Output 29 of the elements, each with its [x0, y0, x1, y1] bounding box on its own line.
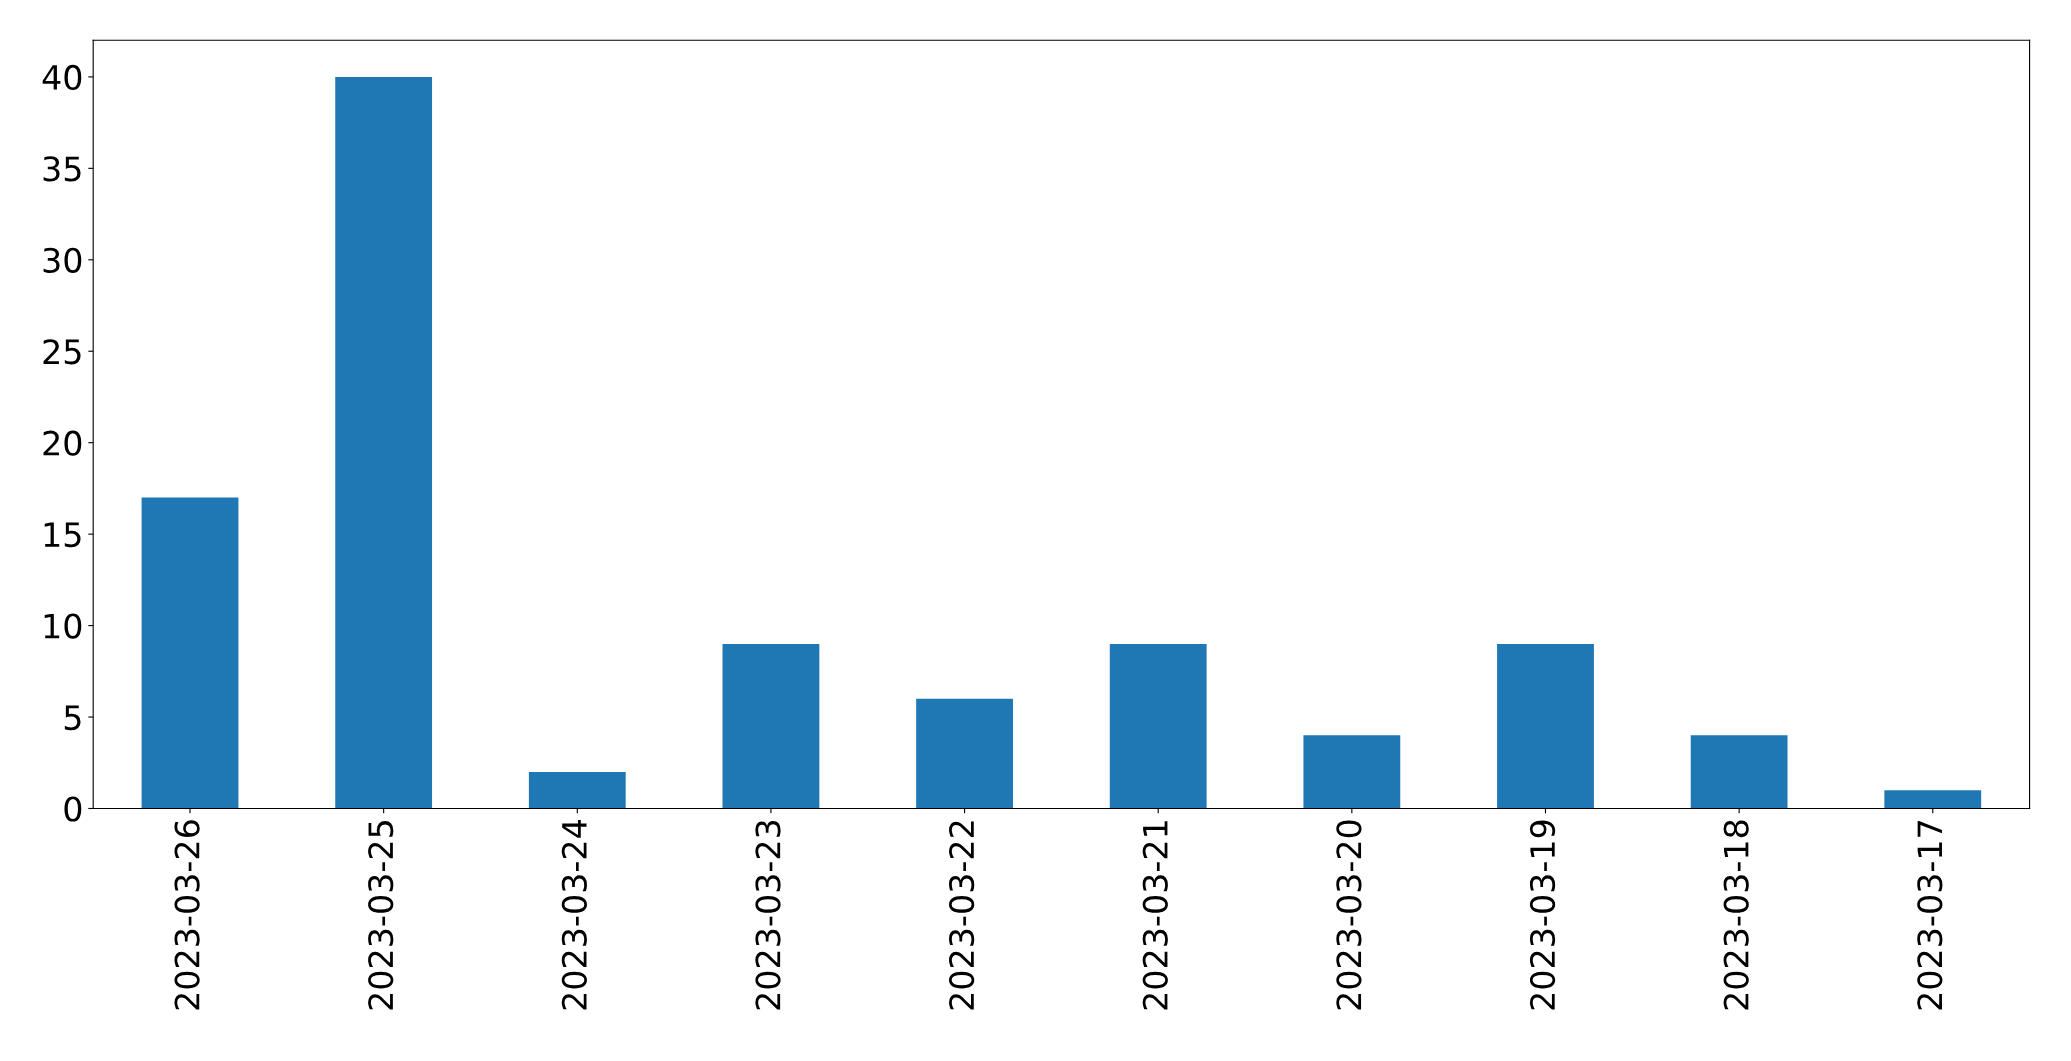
x-tick-label: 2023-03-17 — [1917, 821, 1943, 1010]
y-tick-label: 30 — [43, 247, 82, 273]
x-tick-label: 2023-03-26 — [174, 820, 200, 1010]
y-tick-label: 0 — [64, 796, 82, 822]
y-tick-label: 25 — [43, 339, 81, 365]
y-tick-label: 10 — [44, 613, 82, 639]
x-tick-label: 2023-03-20 — [1336, 820, 1362, 1010]
y-tick-label: 15 — [44, 522, 81, 548]
bar — [528, 771, 626, 809]
bar — [1690, 735, 1788, 809]
x-tick-label: 2023-03-19 — [1529, 820, 1556, 1010]
bar — [1884, 790, 1982, 809]
bar — [1497, 643, 1594, 809]
x-tick-label: 2023-03-18 — [1723, 820, 1749, 1010]
x-tick-label: 2023-03-23 — [755, 820, 781, 1010]
bar — [916, 698, 1013, 809]
y-tick-label: 5 — [64, 705, 81, 731]
x-tick-label: 2023-03-24 — [561, 820, 587, 1010]
bar — [141, 497, 239, 809]
bar — [335, 76, 433, 809]
bar — [722, 643, 820, 809]
bar — [1109, 643, 1207, 809]
y-tick-label: 40 — [42, 64, 82, 91]
x-tick-label: 2023-03-25 — [368, 821, 394, 1010]
x-tick-label: 2023-03-21 — [1142, 821, 1168, 1010]
bar — [1303, 735, 1401, 809]
y-tick-label: 35 — [43, 156, 81, 182]
x-tick-label: 2023-03-22 — [949, 821, 975, 1010]
y-tick-label: 20 — [43, 430, 82, 456]
